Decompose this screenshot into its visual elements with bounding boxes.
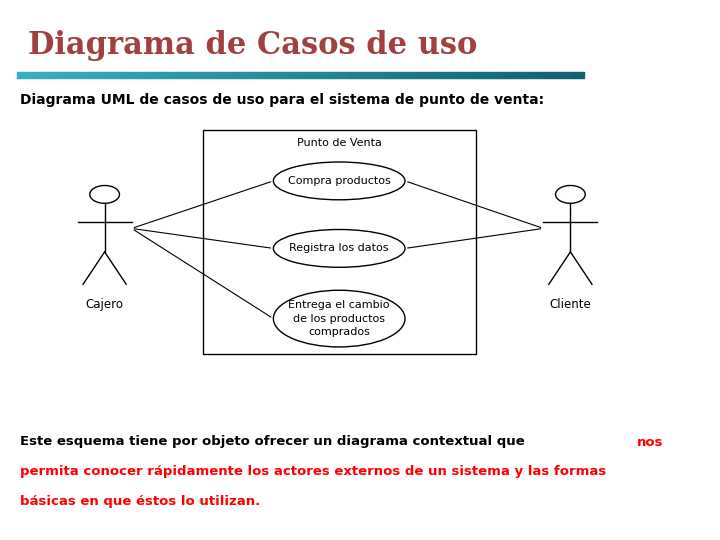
Ellipse shape bbox=[274, 230, 405, 267]
Ellipse shape bbox=[274, 162, 405, 200]
Text: permita conocer rápidamente los actores externos de un sistema y las formas: permita conocer rápidamente los actores … bbox=[20, 465, 606, 478]
Text: Diagrama UML de casos de uso para el sistema de punto de venta:: Diagrama UML de casos de uso para el sis… bbox=[20, 93, 544, 107]
Text: Diagrama de Casos de uso: Diagrama de Casos de uso bbox=[28, 30, 478, 62]
Text: básicas en que éstos lo utilizan.: básicas en que éstos lo utilizan. bbox=[20, 495, 261, 508]
Text: Cliente: Cliente bbox=[549, 298, 591, 311]
Text: Compra productos: Compra productos bbox=[288, 176, 390, 186]
Ellipse shape bbox=[90, 185, 120, 203]
FancyBboxPatch shape bbox=[202, 130, 476, 354]
Text: Este esquema tiene por objeto ofrecer un diagrama contextual que: Este esquema tiene por objeto ofrecer un… bbox=[20, 435, 530, 449]
Text: Registra los datos: Registra los datos bbox=[289, 244, 389, 253]
Text: Entrega el cambio
de los productos
comprados: Entrega el cambio de los productos compr… bbox=[289, 300, 390, 337]
Ellipse shape bbox=[274, 291, 405, 347]
Text: nos: nos bbox=[636, 435, 663, 449]
Text: Cajero: Cajero bbox=[86, 298, 124, 311]
Ellipse shape bbox=[556, 185, 585, 203]
Text: Punto de Venta: Punto de Venta bbox=[297, 138, 382, 148]
